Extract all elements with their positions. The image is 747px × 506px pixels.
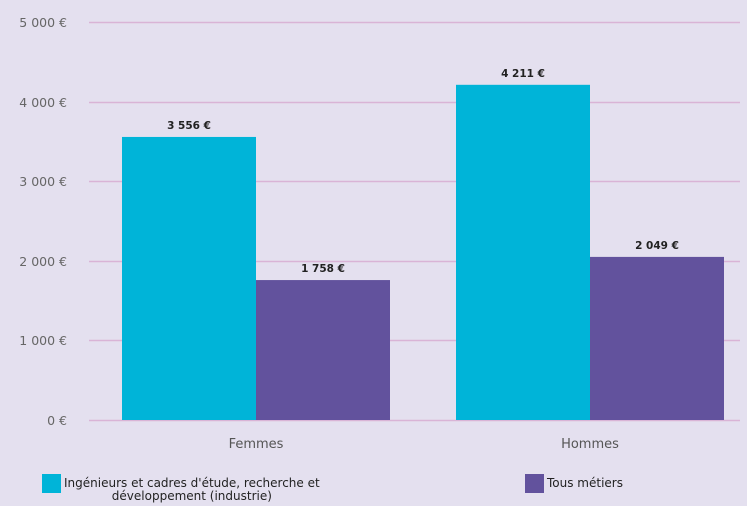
data-label: 3 556 € (167, 120, 211, 132)
bar-1-femmes[interactable] (122, 136, 256, 421)
legend-label-series-1-line-2: développement (industrie) (111, 489, 272, 503)
y-tick-label: 4 000 € (19, 95, 67, 110)
bar-2-hommes[interactable] (590, 256, 724, 420)
legend-item-series-1[interactable]: Ingénieurs et cadres d'étude, recherche … (42, 474, 320, 503)
bar-1-hommes[interactable] (456, 84, 590, 421)
legend-label-series-1-line-1: Ingénieurs et cadres d'étude, recherche … (64, 476, 320, 490)
x-category-label: Femmes (229, 437, 284, 452)
legend-swatch-series-2 (525, 474, 544, 493)
data-label: 2 049 € (635, 240, 679, 252)
y-tick-label: 2 000 € (19, 254, 67, 269)
y-tick-label: 5 000 € (19, 15, 67, 30)
chart-legend: Ingénieurs et cadres d'étude, recherche … (0, 474, 747, 506)
bar-2-femmes[interactable] (256, 280, 390, 420)
y-axis-tick-labels: 0 € 1 000 € 2 000 € 3 000 € 4 000 € 5 000 € (19, 15, 67, 428)
x-category-label: Hommes (561, 437, 619, 452)
y-tick-label: 0 € (47, 413, 67, 428)
data-label: 1 758 € (301, 263, 345, 275)
x-axis-category-labels: Femmes Hommes (229, 437, 620, 452)
data-label: 4 211 € (501, 68, 545, 80)
data-labels: 3 556 € 4 211 € 1 758 € 2 049 € (167, 68, 679, 275)
legend-label-series-2-line-1: Tous métiers (547, 476, 623, 490)
legend-swatch-series-1 (42, 474, 61, 493)
legend-label-series-1: Ingénieurs et cadres d'étude, recherche … (64, 477, 320, 503)
y-tick-label: 1 000 € (19, 333, 67, 348)
legend-item-series-2[interactable]: Tous métiers (525, 474, 623, 493)
y-tick-label: 3 000 € (19, 174, 67, 189)
bars (122, 84, 724, 421)
legend-label-series-2: Tous métiers (547, 477, 623, 490)
